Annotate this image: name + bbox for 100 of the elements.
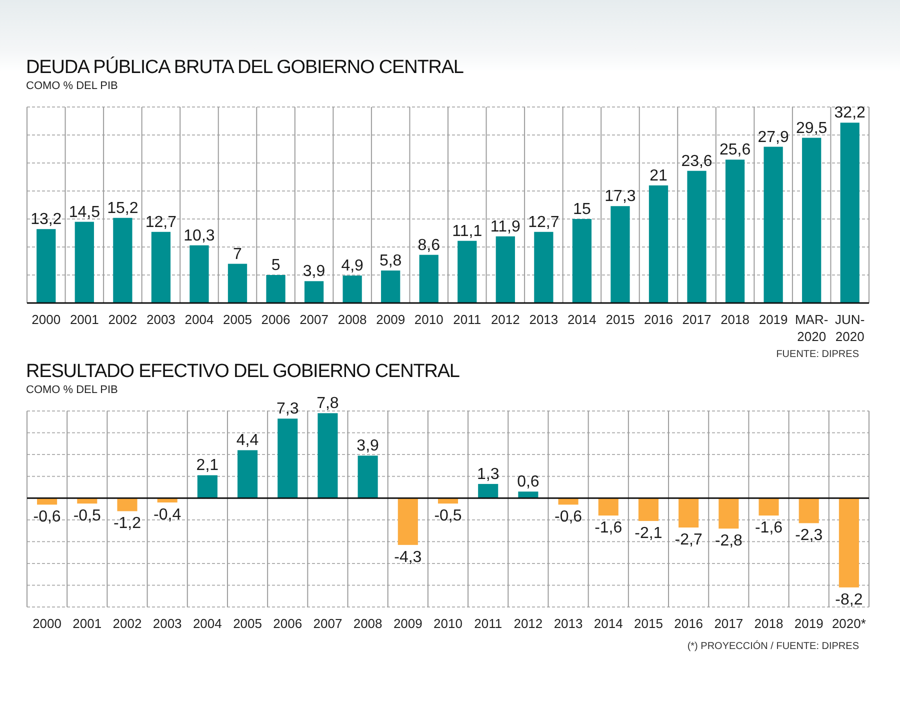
data-label: -1,2 (113, 515, 142, 532)
data-label: -1,6 (754, 520, 783, 537)
chart-subtitle: COMO % DEL PIB (26, 384, 118, 396)
bar (190, 245, 209, 303)
bar (648, 185, 668, 303)
x-tick-label: 2015 (606, 312, 635, 327)
x-tick-label: 2020* (832, 616, 866, 631)
bar (74, 222, 94, 303)
x-tick-label: 2013 (554, 616, 583, 631)
bar (197, 475, 218, 498)
x-tick-label: 2015 (634, 616, 663, 631)
x-tick-label: JUN-2020 (835, 312, 865, 344)
data-label: 32,2 (834, 104, 866, 122)
data-label: 17,3 (604, 188, 636, 206)
x-tick-label: 2019 (794, 616, 824, 631)
bar (802, 138, 822, 303)
data-label: 27,9 (758, 128, 789, 146)
bar (478, 484, 498, 498)
data-label: 7 (233, 246, 242, 263)
x-tick-label: 2017 (714, 616, 744, 631)
x-tick-label: 2008 (338, 312, 367, 327)
bar (725, 160, 745, 303)
bar (304, 281, 324, 303)
x-tick-label: 2003 (152, 616, 182, 631)
source-note: FUENTE: DIPRES (776, 349, 860, 360)
bar (687, 170, 706, 303)
x-tick-label: 2002 (108, 312, 138, 327)
data-label: -0,4 (154, 506, 182, 524)
x-tick-label: 2008 (353, 616, 382, 631)
x-tick-label: MAR-2020 (794, 312, 828, 344)
x-tick-label: 2017 (682, 312, 712, 327)
bar (278, 418, 298, 498)
bar (228, 264, 248, 303)
data-label: 7,8 (316, 395, 339, 412)
data-label: -2,1 (634, 524, 662, 542)
data-label: 15,2 (107, 200, 138, 217)
data-label: -0,6 (33, 508, 61, 526)
data-label: 8,6 (418, 236, 440, 254)
x-tick-label: 2019 (758, 312, 788, 327)
bar (419, 254, 438, 303)
x-tick-label: 2006 (273, 616, 302, 631)
data-label: 12,7 (528, 214, 560, 231)
data-label: 7,3 (276, 400, 299, 418)
x-tick-label: 2004 (184, 312, 214, 327)
bar (758, 498, 779, 516)
x-tick-label: 2004 (192, 616, 222, 631)
x-tick-label: 2005 (223, 312, 252, 327)
bar (266, 275, 286, 303)
data-label: 11,9 (490, 218, 520, 236)
data-label: -0,5 (434, 508, 462, 525)
data-label: 3,9 (302, 263, 326, 280)
data-label: -4,3 (394, 548, 422, 566)
data-label: -2,7 (674, 532, 702, 549)
x-tick-label: 2014 (594, 616, 623, 631)
data-label: 4,9 (341, 258, 364, 275)
data-label: 12,7 (145, 214, 177, 231)
bar (381, 270, 400, 303)
data-label: 29,5 (796, 120, 828, 137)
bar (238, 450, 258, 498)
data-label: 13,2 (30, 211, 62, 228)
data-label: 21 (650, 167, 668, 184)
data-label: 2,1 (196, 457, 219, 474)
bar (358, 456, 378, 498)
x-tick-label: 2018 (720, 312, 750, 327)
x-tick-label: 2011 (453, 312, 482, 327)
bar (838, 498, 859, 588)
bar (572, 219, 592, 303)
bar (518, 492, 538, 498)
bar (398, 498, 418, 545)
data-label: -1,6 (594, 520, 622, 537)
bar (342, 276, 362, 303)
bar (318, 413, 338, 498)
x-tick-label: 2010 (434, 616, 462, 631)
bar (638, 498, 658, 521)
bar (458, 240, 477, 303)
x-tick-label: 2003 (146, 312, 176, 327)
data-label: 11,1 (452, 222, 482, 240)
bar (117, 498, 138, 512)
data-label: 4,4 (236, 432, 259, 450)
data-label: -8,2 (835, 591, 863, 608)
data-label: 14,5 (68, 204, 100, 221)
bar (534, 232, 554, 303)
bar (36, 229, 56, 303)
x-tick-label: 2013 (529, 312, 558, 327)
data-label: -0,5 (73, 508, 102, 525)
bar (113, 218, 132, 303)
x-tick-label: 2002 (112, 616, 142, 631)
data-label: 23,6 (681, 152, 712, 170)
bar (151, 232, 171, 303)
chart-title: RESULTADO EFECTIVO DEL GOBIERNO CENTRAL (26, 361, 460, 382)
x-tick-label: 2006 (261, 312, 290, 327)
x-tick-label: 2005 (233, 616, 262, 631)
x-tick-label: 2012 (490, 312, 520, 327)
x-tick-label: 2016 (674, 616, 704, 631)
x-tick-label: 2009 (393, 616, 422, 631)
x-tick-label: 2012 (514, 616, 543, 631)
bar (610, 206, 630, 303)
data-label: 0,6 (517, 474, 540, 491)
bar (840, 122, 860, 303)
x-tick-label: 2001 (72, 616, 102, 631)
